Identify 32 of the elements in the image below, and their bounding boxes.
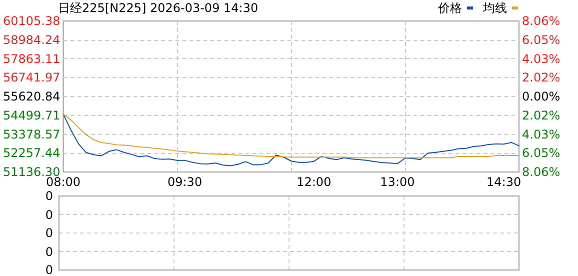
y2-tick-label: 8.06%: [522, 165, 560, 179]
line-series: [62, 114, 520, 166]
text: 0: [45, 226, 53, 240]
x-tick-label: 13:00: [380, 175, 415, 189]
y-tick-label: 60105.38: [2, 14, 60, 28]
text: 0: [45, 244, 53, 258]
y-tick-label: 52257.44: [2, 146, 60, 160]
y2-tick-label: 8.06%: [522, 14, 560, 28]
chart-title: 日经225[N225] 2026-03-09 14:30: [58, 1, 258, 15]
y-tick-label: 57863.11: [2, 52, 60, 66]
text: 0: [45, 263, 53, 276]
y2-tick-label: 6.05%: [522, 32, 560, 47]
y-tick-label: 54499.71: [2, 108, 60, 122]
x-tick-label: 09:30: [167, 175, 202, 189]
line-series: [62, 114, 520, 158]
legend-label: 价格: [437, 1, 462, 15]
y2-tick-label: 2.02%: [522, 70, 560, 85]
y-tick-label: 53378.57: [2, 127, 60, 142]
y-tick-label: 56741.97: [2, 70, 60, 85]
y2-tick-label: 4.03%: [522, 127, 560, 142]
x-tick-label: 12:00: [296, 175, 332, 189]
y2-tick-label: 0.00%: [522, 90, 560, 104]
y2-tick-label: 6.05%: [522, 146, 560, 160]
y-tick-label: 58984.24: [2, 32, 60, 47]
y-tick-label: 55620.84: [2, 90, 60, 104]
y2-tick-label: 2.02%: [522, 108, 560, 122]
y2-tick-label: 4.03%: [522, 52, 560, 66]
legend-label: 均线: [482, 1, 507, 15]
x-tick-label: 14:30: [486, 175, 522, 189]
x-tick-label: 08:00: [46, 175, 81, 189]
text: 0: [45, 208, 53, 222]
text: 0: [45, 189, 53, 203]
